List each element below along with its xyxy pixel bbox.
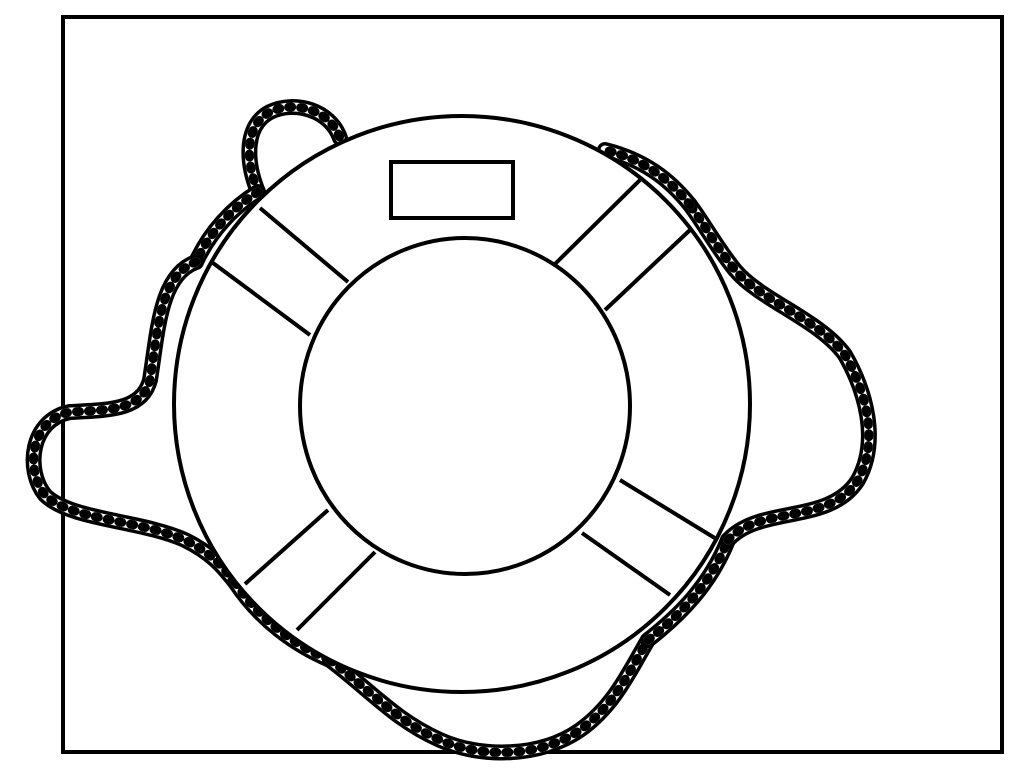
- rope-left-loop-twist: [29, 257, 240, 587]
- ring-band-upper-left: [211, 206, 350, 337]
- ring-band-lower-left: [243, 508, 377, 632]
- ring-band-upper-right: [553, 178, 692, 312]
- rope-lower-right-arc-twist: [643, 535, 733, 645]
- rope-upper-right-arc-twist: [600, 145, 695, 210]
- rope-bottom-loop-twist: [325, 635, 653, 757]
- life-ring: [172, 114, 752, 694]
- rope-top-loop-twist: [244, 102, 345, 197]
- ring-band-lower-right: [580, 478, 720, 597]
- rope-right-loop-twist: [685, 200, 874, 545]
- rope-upper-left-arc-twist: [191, 187, 263, 267]
- ring-name-plate: [389, 160, 515, 220]
- ring-inner-hole: [298, 236, 632, 576]
